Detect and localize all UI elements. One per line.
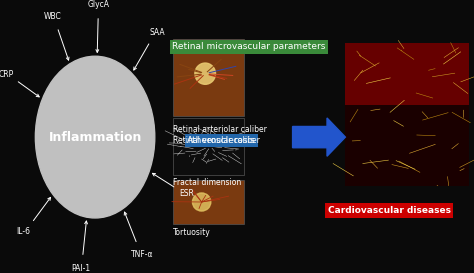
- Text: Retinal arteriolar caliber
Retinal venular caliber: Retinal arteriolar caliber Retinal venul…: [173, 125, 267, 145]
- Text: Atherosclerosis: Atherosclerosis: [187, 136, 255, 145]
- Text: Inflammation: Inflammation: [48, 130, 142, 144]
- FancyArrow shape: [292, 118, 346, 156]
- FancyBboxPatch shape: [173, 39, 245, 116]
- Text: Fractal dimension: Fractal dimension: [173, 177, 241, 186]
- Text: IL-6: IL-6: [17, 227, 31, 236]
- Text: ESR: ESR: [179, 189, 194, 198]
- Text: GlycA: GlycA: [88, 0, 109, 9]
- Text: CRP: CRP: [0, 70, 13, 79]
- Ellipse shape: [36, 56, 155, 218]
- FancyBboxPatch shape: [346, 186, 469, 205]
- Text: Cardiovascular diseases: Cardiovascular diseases: [328, 206, 450, 215]
- Text: Tortuosity: Tortuosity: [173, 227, 211, 236]
- Text: Retinal microvascular parameters: Retinal microvascular parameters: [172, 42, 326, 51]
- FancyBboxPatch shape: [346, 43, 469, 105]
- Text: PAI-1: PAI-1: [72, 264, 91, 273]
- Text: WBC: WBC: [44, 12, 61, 21]
- Text: SAA: SAA: [149, 28, 165, 37]
- Ellipse shape: [195, 63, 216, 84]
- FancyBboxPatch shape: [173, 180, 245, 224]
- Text: TNF-α: TNF-α: [131, 250, 154, 259]
- Ellipse shape: [192, 193, 211, 211]
- FancyBboxPatch shape: [346, 43, 469, 205]
- FancyBboxPatch shape: [173, 118, 245, 176]
